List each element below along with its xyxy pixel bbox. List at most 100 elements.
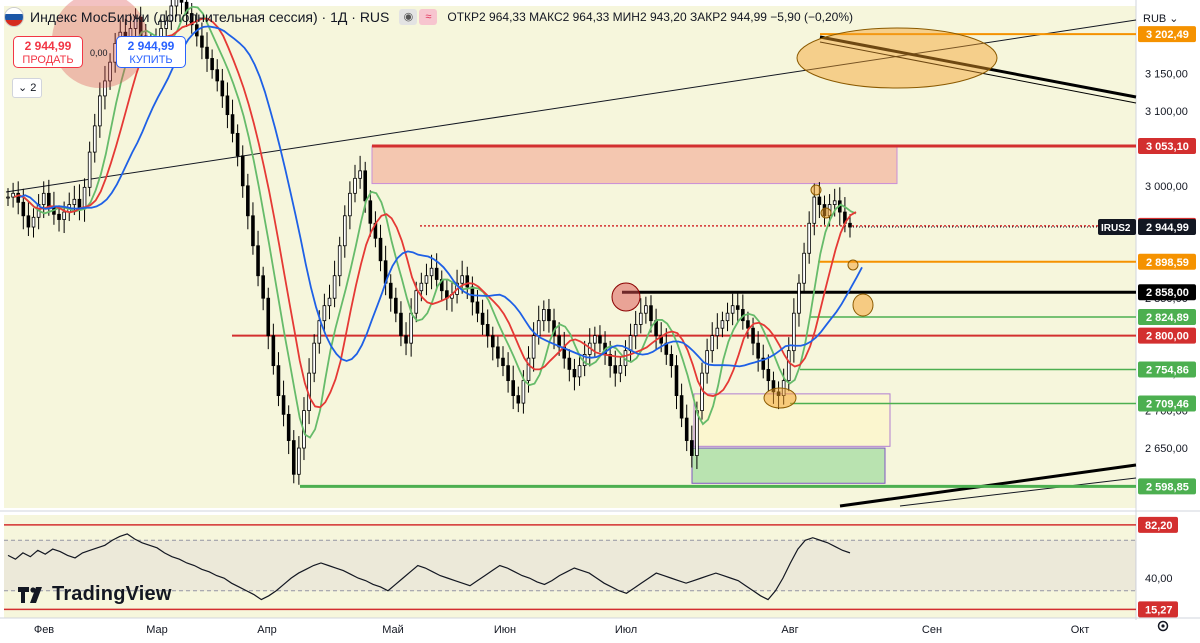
candle-body <box>6 196 10 199</box>
trendline-resistance-thin <box>819 41 1137 104</box>
time-tick-label: Апр <box>257 624 276 636</box>
candle-body <box>11 192 15 198</box>
candle-body <box>485 324 490 337</box>
candle-body <box>434 267 439 280</box>
price-level-label: 2 898,59 <box>1146 257 1189 269</box>
price-level-badge <box>1138 395 1196 412</box>
time-tick-label: Окт <box>1071 624 1090 636</box>
candle-body <box>730 305 735 314</box>
rsi-band-badge <box>1138 601 1178 618</box>
candle-body <box>378 237 383 262</box>
time-tick-label: Авг <box>781 624 798 636</box>
candle-body <box>414 290 419 314</box>
price-level-label: 2 824,89 <box>1146 312 1189 324</box>
time-tick-label: Июн <box>494 624 516 636</box>
candle-body <box>394 297 398 314</box>
candle-body <box>511 380 515 397</box>
candle-body <box>353 177 357 194</box>
candle-body <box>72 198 77 205</box>
price-level-label: 2 709,46 <box>1146 399 1189 411</box>
candle-body <box>536 320 541 337</box>
candle-body <box>531 335 536 359</box>
candle-body <box>761 357 766 370</box>
candle-body <box>225 95 230 116</box>
time-tick-label: Сен <box>922 624 942 636</box>
currency-selector[interactable]: RUB ⌄ <box>1143 12 1179 25</box>
candle-body <box>521 380 526 404</box>
candle-body <box>720 320 725 329</box>
candle-body <box>174 0 179 7</box>
candle-body <box>82 186 87 209</box>
price-level-label: 2 598,85 <box>1146 481 1189 493</box>
currency-label: RUB <box>1143 13 1167 25</box>
price-level-badge <box>1138 26 1196 43</box>
candle-body <box>506 365 510 382</box>
sell-price: 2 944,99 <box>24 39 72 53</box>
price-level-label: 3 202,49 <box>1146 29 1189 41</box>
candle-body <box>807 222 811 254</box>
candle-body <box>404 335 408 344</box>
price-level-badge <box>1138 327 1196 344</box>
tradingview-logo: TradingView <box>18 583 172 606</box>
candle-body <box>460 275 464 284</box>
rsi-band-fill <box>4 540 1136 591</box>
buy-button[interactable]: 2 944,99 КУПИТЬ <box>116 36 186 68</box>
candle-body <box>337 245 342 277</box>
price-level-badge <box>1138 309 1196 326</box>
price-tick-label: 2 650,00 <box>1145 443 1188 455</box>
candle-body <box>368 200 373 224</box>
eye-icon[interactable]: ◉ <box>399 9 418 25</box>
settings-gear-icon[interactable] <box>1156 619 1170 638</box>
buy-price: 2 944,99 <box>127 39 175 53</box>
buy-label: КУПИТЬ <box>129 54 173 66</box>
price-level-badge <box>1138 478 1196 495</box>
candle-body <box>327 297 332 307</box>
candle-body <box>490 335 495 348</box>
candle-body <box>179 0 184 3</box>
candle-body <box>725 312 730 322</box>
candle-body <box>684 417 689 441</box>
price-tick-label: 3 000,00 <box>1145 181 1188 193</box>
candle-body <box>31 216 36 228</box>
ohlc-readout: ОТКР2 964,33 МАКС2 964,33 МИН2 943,20 ЗА… <box>447 10 854 24</box>
candle-body <box>256 245 260 277</box>
trendline-support-thin <box>899 477 1137 507</box>
candle-body <box>424 275 429 284</box>
candle-body <box>246 185 250 217</box>
rsi-band-badge <box>1138 516 1178 533</box>
rsi-line <box>7 533 851 601</box>
candle-body <box>628 335 633 352</box>
candle-body <box>715 327 720 337</box>
indicators-toggle[interactable]: ⌄ 2 <box>12 78 43 98</box>
candle-body <box>480 312 485 325</box>
tradingview-logo-icon <box>18 586 42 603</box>
candle-body <box>388 282 393 299</box>
candle-body <box>613 365 618 374</box>
candle-body <box>409 312 413 344</box>
candle-body <box>705 350 709 374</box>
header-icons: ◉ ≈ <box>399 9 438 25</box>
trendline-resistance-thick <box>819 35 1137 99</box>
candle-body <box>363 170 368 202</box>
candle-body <box>220 80 225 97</box>
candle-body <box>332 275 337 299</box>
candle-body <box>251 215 255 247</box>
rsi-band-label: 15,27 <box>1145 604 1173 616</box>
candle-body <box>644 305 648 314</box>
candle-body <box>322 305 327 322</box>
price-level-label: 2 754,86 <box>1146 364 1189 376</box>
candle-body <box>271 335 276 367</box>
instrument-title[interactable]: Индекс МосБиржи (дополнительная сессия) … <box>30 9 390 25</box>
instrument-tag <box>1098 219 1136 236</box>
candle-body <box>62 211 66 220</box>
candle-body <box>276 365 281 397</box>
demand-zone-lower <box>691 447 886 484</box>
wave-icon[interactable]: ≈ <box>419 9 438 25</box>
sell-button[interactable]: 2 944,99 ПРОДАТЬ <box>13 36 83 68</box>
candle-body <box>577 365 582 378</box>
price-level-badge <box>1138 138 1196 155</box>
candle-body <box>567 357 572 370</box>
price-level-label: 2 858,00 <box>1146 287 1189 299</box>
chart-header: Индекс МосБиржи (дополнительная сессия) … <box>4 6 853 28</box>
